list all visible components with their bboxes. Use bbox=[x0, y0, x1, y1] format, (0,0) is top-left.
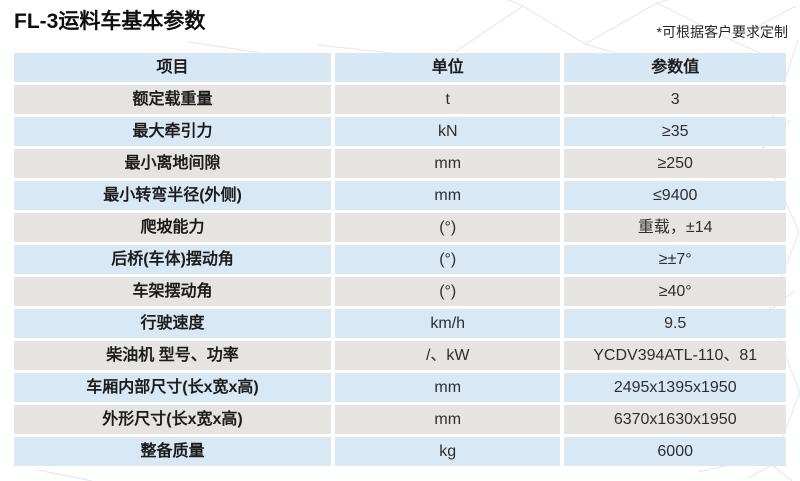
unit-cell: (°) bbox=[335, 213, 561, 242]
unit-cell: (°) bbox=[335, 245, 561, 274]
item-cell: 最小离地间隙 bbox=[14, 149, 332, 178]
value-cell: 2495x1395x1950 bbox=[564, 373, 786, 402]
value-cell: YCDV394ATL-110、81 bbox=[564, 341, 786, 370]
item-cell: 外形尺寸(长x宽x高) bbox=[14, 405, 332, 434]
column-header-unit: 单位 bbox=[335, 53, 561, 82]
customization-note: *可根据客户要求定制 bbox=[656, 24, 788, 40]
table-row: 爬坡能力 (°) 重载，±14 bbox=[14, 213, 786, 242]
unit-cell: mm bbox=[335, 149, 561, 178]
item-cell: 行驶速度 bbox=[14, 309, 332, 338]
value-cell: 3 bbox=[564, 85, 786, 114]
unit-cell: /、kW bbox=[335, 341, 561, 370]
header-row: 项目 单位 参数值 bbox=[14, 53, 786, 82]
unit-cell: mm bbox=[335, 405, 561, 434]
column-header-value: 参数值 bbox=[564, 53, 786, 82]
unit-cell: mm bbox=[335, 181, 561, 210]
table-row: 外形尺寸(长x宽x高) mm 6370x1630x1950 bbox=[14, 405, 786, 434]
table-row: 车架摆动角 (°) ≥40° bbox=[14, 277, 786, 306]
value-cell: ≥40° bbox=[564, 277, 786, 306]
column-header-item: 项目 bbox=[14, 53, 332, 82]
table-row: 最小转弯半径(外侧) mm ≤9400 bbox=[14, 181, 786, 210]
table-row: 最小离地间隙 mm ≥250 bbox=[14, 149, 786, 178]
value-cell: 重载，±14 bbox=[564, 213, 786, 242]
unit-cell: mm bbox=[335, 373, 561, 402]
value-cell: ≥35 bbox=[564, 117, 786, 146]
table-row: 整备质量 kg 6000 bbox=[14, 437, 786, 466]
item-cell: 整备质量 bbox=[14, 437, 332, 466]
item-cell: 最大牵引力 bbox=[14, 117, 332, 146]
unit-cell: kN bbox=[335, 117, 561, 146]
table-row: 柴油机 型号、功率/、kW YCDV394ATL-110、81 bbox=[14, 341, 786, 370]
unit-cell: km/h bbox=[335, 309, 561, 338]
table-row: 行驶速度 km/h 9.5 bbox=[14, 309, 786, 338]
value-cell: 6370x1630x1950 bbox=[564, 405, 786, 434]
table-row: 最大牵引力 kN ≥35 bbox=[14, 117, 786, 146]
item-cell: 额定载重量 bbox=[14, 85, 332, 114]
spec-table-header: 项目 单位 参数值 bbox=[14, 53, 786, 82]
spec-table-body: 额定载重量 t 3 最大牵引力 kN ≥35 最小离地间隙 mm ≥250 最小转弯半径(外侧) m… bbox=[14, 85, 786, 466]
unit-cell: kg bbox=[335, 437, 561, 466]
spec-table: 项目 单位 参数值 额定载重量 t 3 最大牵引力 kN ≥35 最小离地间隙 mm ≥250 最… bbox=[10, 50, 790, 469]
page-title: FL-3运料车基本参数 bbox=[14, 10, 206, 33]
table-row: 后桥(车体)摆动角 (°) ≥±7° bbox=[14, 245, 786, 274]
item-cell: 爬坡能力 bbox=[14, 213, 332, 242]
value-cell: 6000 bbox=[564, 437, 786, 466]
item-cell: 最小转弯半径(外侧) bbox=[14, 181, 332, 210]
table-row: 车厢内部尺寸(长x宽x高) mm 2495x1395x1950 bbox=[14, 373, 786, 402]
value-cell: ≤9400 bbox=[564, 181, 786, 210]
unit-cell: (°) bbox=[335, 277, 561, 306]
value-cell: ≥±7° bbox=[564, 245, 786, 274]
item-cell: 后桥(车体)摆动角 bbox=[14, 245, 332, 274]
table-row: 额定载重量 t 3 bbox=[14, 85, 786, 114]
unit-cell: t bbox=[335, 85, 561, 114]
item-cell: 车架摆动角 bbox=[14, 277, 332, 306]
value-cell: 9.5 bbox=[564, 309, 786, 338]
value-cell: ≥250 bbox=[564, 149, 786, 178]
item-cell: 柴油机 型号、功率 bbox=[14, 341, 332, 370]
item-cell: 车厢内部尺寸(长x宽x高) bbox=[14, 373, 332, 402]
